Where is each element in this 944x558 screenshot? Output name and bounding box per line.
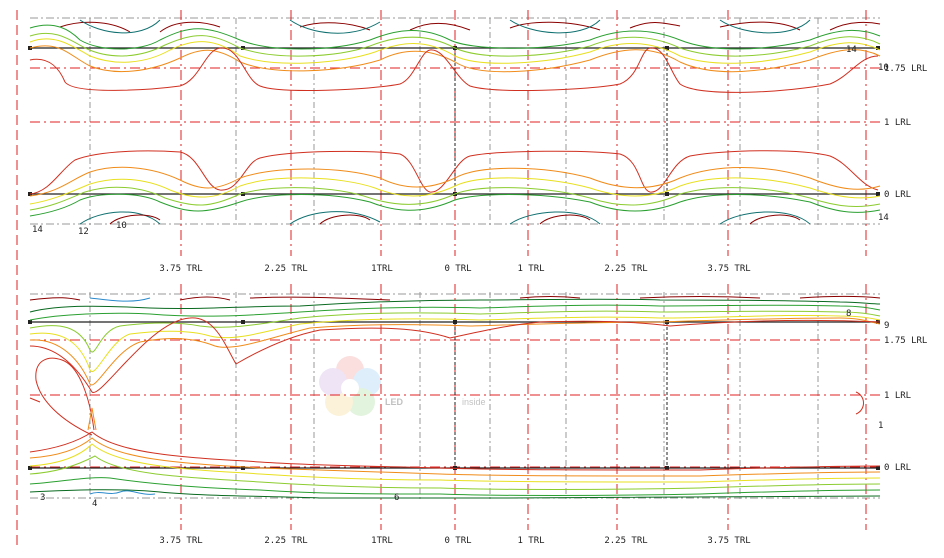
- top-panel-grid: [28, 10, 880, 256]
- top-isoline-lgreen-lower: [29, 186, 881, 211]
- bottom-luminaire-marker: [453, 320, 457, 324]
- top-row-label: 1 LRL: [884, 118, 911, 128]
- top-panel-isolines: [29, 19, 881, 225]
- top-isoline-green-lower: [29, 193, 881, 217]
- bottom-isoline-blue-top: [89, 297, 151, 302]
- top-isoline-lgreen-upper: [29, 32, 881, 57]
- top-contour-value-label: 10: [116, 221, 127, 231]
- top-contour-value-label: 12: [78, 227, 89, 237]
- bottom-isoline-red-top: [29, 317, 881, 393]
- bottom-row-label: 1.75 LRL: [884, 336, 927, 346]
- watermark-inside-text: inside: [462, 397, 486, 407]
- top-isoline-yellow-upper: [29, 38, 881, 64]
- bottom-luminaire-marker: [28, 466, 32, 470]
- ledinside-watermark: LED inside: [319, 356, 486, 416]
- bottom-isoline-blue-lower: [89, 490, 156, 495]
- bottom-luminaire-marker: [665, 466, 669, 470]
- bottom-column-label: 0 TRL: [444, 536, 471, 546]
- bottom-luminaire-marker: [876, 466, 880, 470]
- top-column-label: 3.75 TRL: [707, 264, 750, 274]
- top-isoline-dark-red-upper: [59, 21, 881, 33]
- top-luminaire-marker: [665, 46, 669, 50]
- top-row-label: 0 LRL: [884, 190, 911, 200]
- top-isoline-yellow-lower: [29, 177, 881, 205]
- bottom-isoline-yellow-lower: [29, 443, 881, 483]
- bottom-contour-value-label: 1: [878, 421, 883, 431]
- bottom-luminaire-marker: [241, 320, 245, 324]
- bottom-isoline-red-right-stub: [855, 391, 864, 415]
- top-contour-value-label: 14: [846, 45, 857, 55]
- bottom-isoline-red-lower: [29, 431, 881, 471]
- bottom-contour-value-label: 8: [846, 309, 851, 319]
- top-isoline-teal-lower: [79, 211, 811, 225]
- bottom-row-label: 0 LRL: [884, 463, 911, 473]
- bottom-column-label: 3.75 TRL: [707, 536, 750, 546]
- top-column-label: 1TRL: [371, 264, 393, 274]
- top-contour-value-label: 14: [878, 213, 889, 223]
- bottom-isoline-dark-red-top: [29, 296, 881, 301]
- bottom-column-label: 2.25 TRL: [604, 536, 647, 546]
- bottom-isoline-orange-lower: [29, 437, 881, 477]
- top-row-label: 1.75 LRL: [884, 64, 927, 74]
- top-contour-value-label: 10: [878, 63, 889, 73]
- bottom-column-label: 3.75 TRL: [159, 536, 202, 546]
- top-column-label: 0 TRL: [444, 264, 471, 274]
- bottom-isoline-green-top: [29, 304, 881, 321]
- bottom-contour-value-label: 6: [394, 493, 399, 503]
- bottom-isoline-yellow-top: [29, 314, 881, 373]
- bottom-isoline-dgreen-top: [29, 298, 881, 313]
- bottom-column-label: 1TRL: [371, 536, 393, 546]
- ledinside-flower-logo-icon: [319, 356, 381, 416]
- bottom-column-label: 1 TRL: [517, 536, 544, 546]
- bottom-isoline-lgreen-top: [29, 310, 881, 353]
- top-luminaire-marker: [876, 192, 880, 196]
- top-isoline-dark-red-lower: [109, 214, 801, 225]
- top-column-label: 1 TRL: [517, 264, 544, 274]
- bottom-luminaire-marker: [28, 320, 32, 324]
- bottom-luminaire-marker: [241, 466, 245, 470]
- bottom-isoline-lgreen-lower: [29, 455, 881, 490]
- top-column-label: 3.75 TRL: [159, 264, 202, 274]
- top-isoline-orange-upper: [29, 45, 881, 73]
- bottom-isoline-red-left-lobe: [29, 357, 95, 436]
- top-isoline-teal-upper: [79, 19, 811, 34]
- watermark-led-text: LED: [385, 397, 404, 407]
- bottom-row-label: 1 LRL: [884, 391, 911, 401]
- bottom-isoline-orange-top: [29, 317, 881, 386]
- top-luminaire-marker: [876, 46, 880, 50]
- bottom-contour-value-label: 4: [92, 499, 97, 509]
- top-isoline-red-lower: [29, 150, 879, 195]
- top-luminaire-marker: [665, 192, 669, 196]
- top-column-label: 2.25 TRL: [264, 264, 307, 274]
- top-column-label: 2.25 TRL: [604, 264, 647, 274]
- top-isoline-green-upper: [29, 24, 881, 50]
- top-luminaire-marker: [241, 192, 245, 196]
- top-luminaire-marker: [241, 46, 245, 50]
- bottom-isoline-peak-spike: [87, 407, 97, 431]
- bottom-column-label: 2.25 TRL: [264, 536, 307, 546]
- top-isoline-red-upper: [29, 47, 879, 93]
- top-contour-value-label: 14: [32, 225, 43, 235]
- bottom-contour-value-label: 3: [40, 493, 45, 503]
- diagram-labels: 1.75 LRL 1 LRL 0 LRL 3.75 TRL 2.25 TRL 1TRL 0 …: [32, 45, 927, 546]
- top-isoline-orange-lower: [29, 166, 881, 197]
- bottom-contour-value-label: 9: [884, 321, 889, 331]
- bottom-isoline-green-lower: [29, 477, 881, 496]
